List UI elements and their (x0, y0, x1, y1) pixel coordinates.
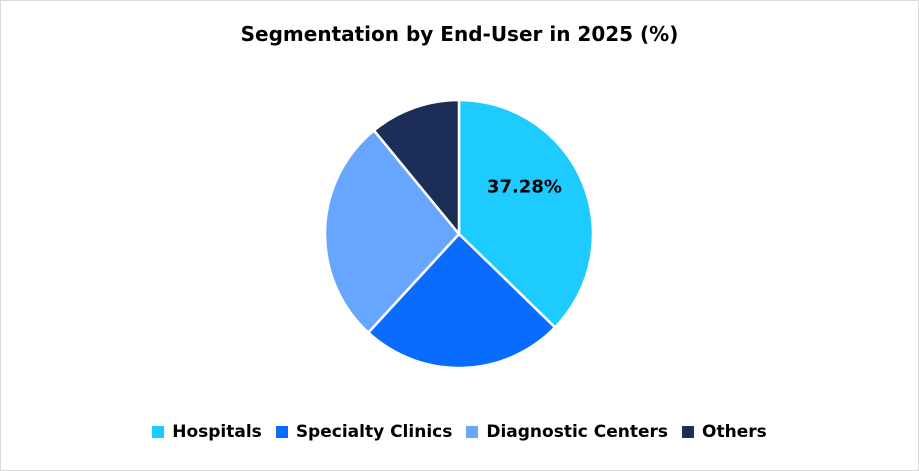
legend-swatch (275, 426, 288, 438)
legend-item: Diagnostic Centers (466, 422, 668, 442)
legend-swatch (466, 426, 479, 438)
legend-label: Specialty Clinics (295, 422, 453, 442)
legend-label: Hospitals (172, 422, 262, 442)
chart-title: Segmentation by End-User in 2025 (%) (240, 22, 679, 46)
data-label: 37.28% (487, 176, 562, 197)
pie-slice-diagnostic-centers (323, 128, 461, 335)
pie-slice-hospitals (457, 98, 595, 330)
legend-item: Others (682, 422, 767, 442)
legend: Hospitals Specialty Clinics Diagnostic Cen… (0, 422, 919, 442)
legend-item: Hospitals (152, 422, 262, 442)
pie-slice-others (372, 98, 461, 238)
legend-swatch (152, 426, 165, 438)
legend-item: Specialty Clinics (275, 422, 453, 442)
legend-swatch (682, 426, 695, 438)
legend-label: Others (702, 422, 767, 442)
pie-slice-specialty-clinics (366, 232, 557, 370)
legend-label: Diagnostic Centers (486, 422, 669, 442)
